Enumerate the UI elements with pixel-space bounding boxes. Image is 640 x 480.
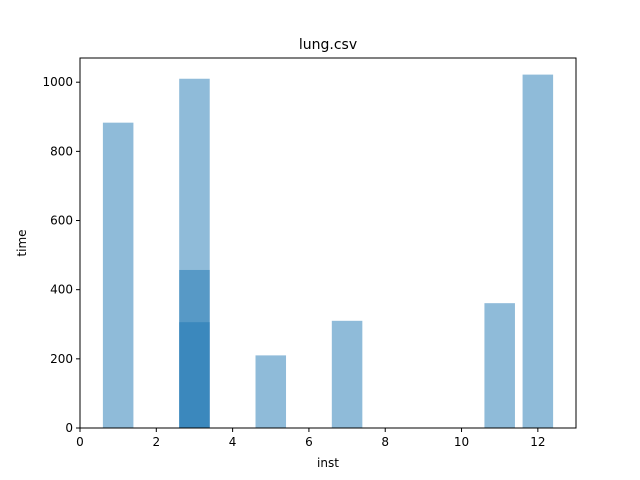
y-tick-label: 200	[50, 352, 73, 366]
x-tick-label: 8	[381, 435, 389, 449]
x-tick-label: 6	[305, 435, 313, 449]
x-tick-label: 10	[454, 435, 469, 449]
x-axis: 0 2 4 6 8 10 12	[76, 428, 545, 449]
y-axis: 0 200 400 600 800 1000	[42, 75, 80, 435]
y-tick-label: 800	[50, 144, 73, 158]
chart-title: lung.csv	[299, 37, 357, 53]
bar-5	[331, 320, 363, 428]
bar-7	[522, 74, 554, 428]
y-tick-label: 600	[50, 214, 73, 228]
bar-6	[484, 303, 515, 428]
y-tick-label: 0	[65, 421, 73, 435]
x-tick-label: 12	[530, 435, 545, 449]
bar-3	[179, 322, 210, 428]
bar-0	[102, 122, 134, 429]
bar-4	[255, 355, 287, 428]
bars-group	[102, 74, 554, 429]
y-tick-label: 1000	[42, 75, 73, 89]
plot-frame	[79, 57, 577, 429]
y-axis-label: time	[15, 229, 29, 256]
x-axis-label: inst	[317, 456, 339, 470]
x-tick-label: 4	[229, 435, 237, 449]
y-tick-label: 400	[50, 283, 73, 297]
x-tick-label: 2	[152, 435, 160, 449]
x-tick-label: 0	[76, 435, 84, 449]
